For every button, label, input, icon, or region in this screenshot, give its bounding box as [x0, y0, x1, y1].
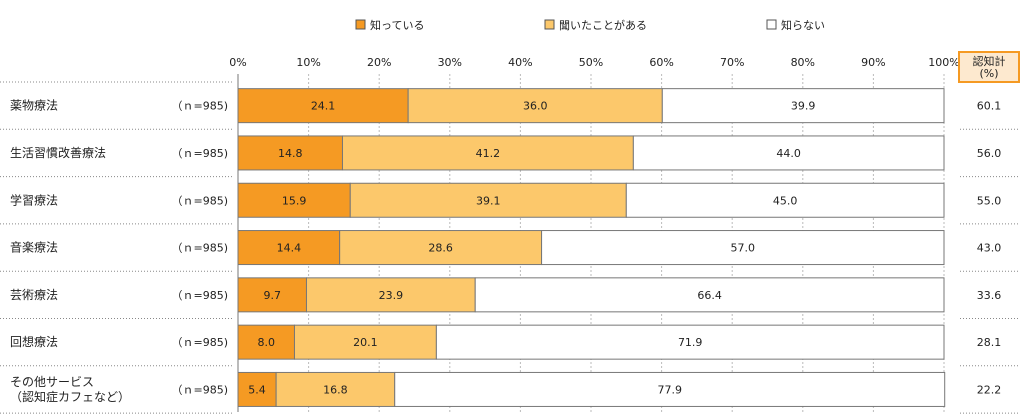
- bar-segment-3: [394, 371, 946, 407]
- data-label: 39.1: [476, 194, 501, 207]
- data-label: 16.8: [323, 383, 348, 396]
- bar-segment-3: [435, 324, 945, 360]
- data-label: 66.4: [697, 289, 722, 302]
- sample-size-label: （ｎ=985): [171, 289, 228, 302]
- legend-label-2: 聞いたことがある: [559, 18, 647, 32]
- total-value: 43.0: [977, 242, 1002, 255]
- bar-segment-2: [407, 88, 663, 124]
- data-label: 57.0: [731, 242, 756, 255]
- x-tick-label: 30%: [438, 56, 462, 69]
- data-label: 8.0: [257, 336, 275, 349]
- sample-size-label: （ｎ=985): [171, 242, 228, 255]
- data-label: 44.0: [776, 147, 801, 160]
- total-value: 28.1: [977, 336, 1002, 349]
- bar-segment-3: [625, 182, 945, 218]
- x-tick-label: 0%: [229, 56, 246, 69]
- bar-segment-1: [237, 135, 343, 171]
- bar-segment-1: [237, 230, 341, 266]
- data-label: 15.9: [282, 194, 307, 207]
- x-tick-label: 10%: [296, 56, 320, 69]
- data-label: 39.9: [791, 100, 816, 113]
- data-label: 24.1: [311, 100, 336, 113]
- data-label: 5.4: [248, 383, 266, 396]
- bar-segment-2: [275, 371, 396, 407]
- bar-segment-2: [293, 324, 437, 360]
- x-tick-label: 20%: [367, 56, 391, 69]
- bar-segment-1: [237, 88, 409, 124]
- bar-segment-2: [341, 135, 634, 171]
- legend-label-1: 知っている: [370, 18, 424, 32]
- data-label: 41.2: [476, 147, 501, 160]
- legend-swatch-2: [544, 19, 555, 30]
- total-value: 33.6: [977, 289, 1002, 302]
- data-label: 77.9: [657, 383, 682, 396]
- sample-size-label: （ｎ=985): [171, 383, 228, 396]
- data-label: 14.8: [278, 147, 303, 160]
- sample-size-label: （ｎ=985): [171, 100, 228, 113]
- category-label: 音楽療法: [10, 240, 58, 255]
- sample-size-label: （ｎ=985): [171, 336, 228, 349]
- data-label: 9.7: [263, 289, 281, 302]
- data-label: 20.1: [353, 336, 378, 349]
- total-header-label: (%): [979, 67, 998, 80]
- category-label: 回想療法: [10, 334, 58, 349]
- category-label: その他サービス: [10, 375, 94, 389]
- bar-segment-2: [339, 230, 543, 266]
- data-label: 36.0: [523, 100, 548, 113]
- x-tick-label: 90%: [861, 56, 885, 69]
- bar-segment-3: [474, 277, 945, 313]
- data-label: 23.9: [379, 289, 404, 302]
- total-header-label: 認知計: [973, 54, 1006, 68]
- legend-label-3: 知らない: [781, 18, 825, 32]
- data-label: 71.9: [678, 336, 703, 349]
- sample-size-label: （ｎ=985): [171, 194, 228, 207]
- category-label: 芸術療法: [10, 288, 58, 302]
- category-label: 生活習慣改善療法: [10, 145, 106, 160]
- data-label: 28.6: [428, 242, 453, 255]
- total-header-box: [958, 51, 1020, 83]
- data-label: 14.4: [277, 242, 302, 255]
- category-label: 薬物療法: [10, 99, 58, 113]
- bar-segment-2: [305, 277, 476, 313]
- sample-size-label: （ｎ=985): [171, 147, 228, 160]
- legend-swatch-3: [766, 19, 777, 30]
- bar-segment-3: [632, 135, 945, 171]
- bar-segment-1: [237, 277, 307, 313]
- total-value: 60.1: [977, 100, 1002, 113]
- x-tick-label: 100%: [928, 56, 959, 69]
- category-label: 学習療法: [10, 192, 58, 207]
- bar-segment-2: [349, 182, 627, 218]
- x-tick-label: 80%: [791, 56, 815, 69]
- total-value: 22.2: [977, 383, 1002, 396]
- bar-segment-3: [661, 88, 945, 124]
- bar-segment-1: [237, 324, 295, 360]
- bar-segment-1: [237, 371, 277, 407]
- total-value: 55.0: [977, 194, 1002, 207]
- total-value: 56.0: [977, 147, 1002, 160]
- category-label: （認知症カフェなど）: [10, 389, 130, 404]
- data-label: 45.0: [773, 194, 798, 207]
- x-tick-label: 70%: [720, 56, 744, 69]
- x-tick-label: 50%: [579, 56, 603, 69]
- legend-swatch-1: [355, 19, 366, 30]
- x-tick-label: 40%: [508, 56, 532, 69]
- x-tick-label: 60%: [649, 56, 673, 69]
- bar-segment-3: [541, 230, 945, 266]
